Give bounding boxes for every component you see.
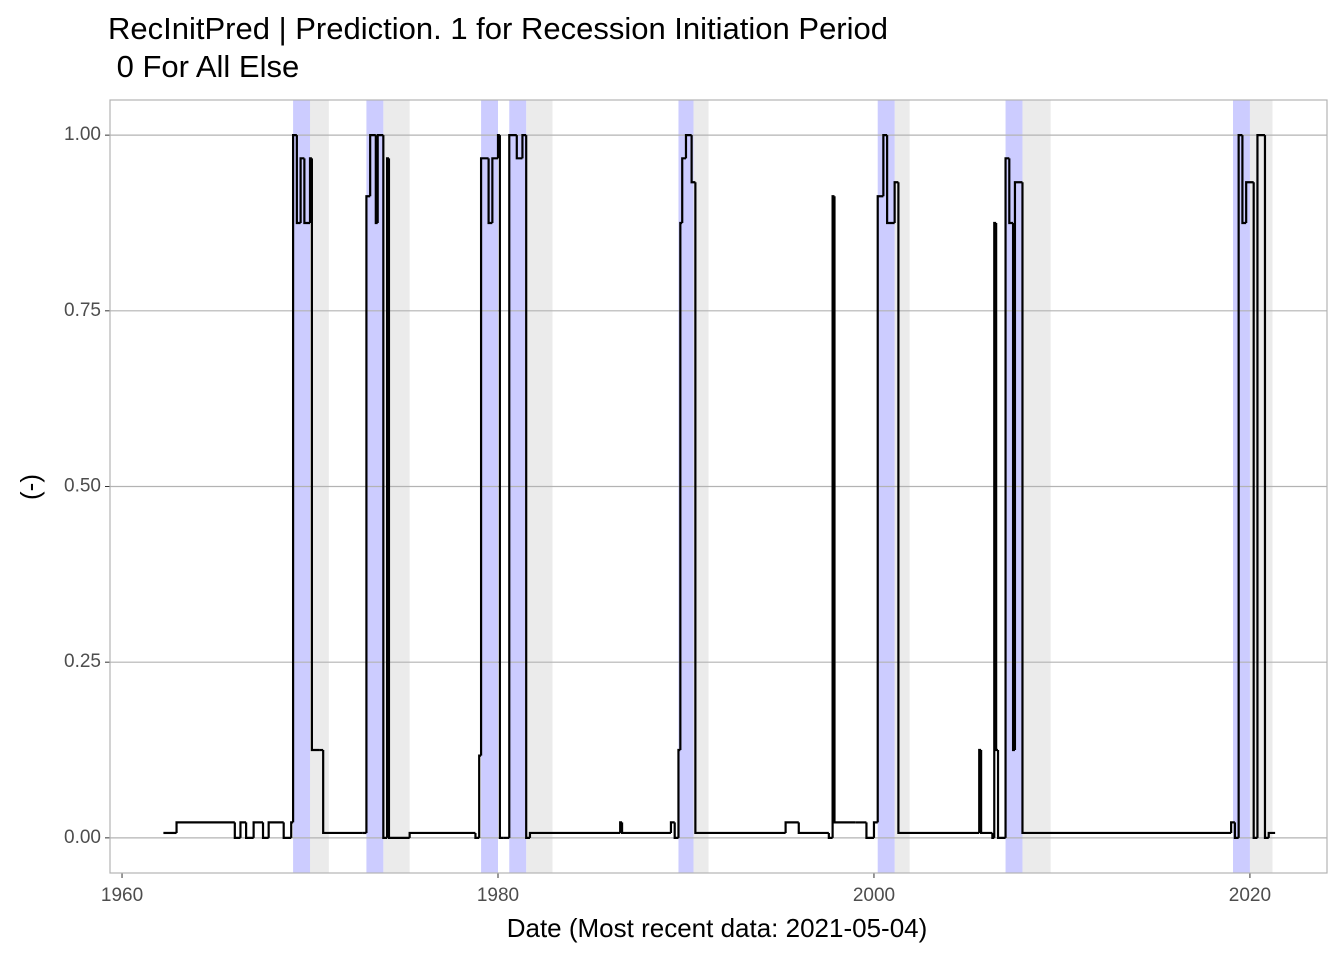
y-axis-label: (-) (15, 474, 45, 500)
line-step (376, 134, 384, 223)
y-tick-label: 0.75 (64, 300, 101, 321)
line-step (1252, 182, 1258, 839)
x-axis-label: Date (Most recent data: 2021-05-04) (507, 913, 928, 943)
line-step (833, 196, 856, 824)
line-step (993, 221, 997, 838)
line-step (385, 157, 389, 838)
y-tick-label: 0.25 (64, 651, 101, 672)
line-step (382, 135, 388, 839)
line-step (1241, 135, 1247, 225)
line-step (690, 135, 696, 184)
line-step (369, 134, 376, 197)
line-step (1021, 182, 1232, 835)
line-step (1008, 158, 1014, 225)
line-step (239, 821, 247, 838)
plot-border (109, 99, 1328, 874)
line-step (620, 822, 671, 835)
line-step (1256, 134, 1265, 838)
line-step (310, 158, 320, 752)
line-step (521, 134, 527, 159)
line-step (291, 134, 297, 823)
line-step (498, 135, 504, 839)
line-step (322, 750, 363, 835)
line-step (872, 821, 878, 838)
line-step (525, 135, 530, 839)
line-step (876, 195, 884, 823)
line-step (233, 822, 241, 839)
line-step (487, 158, 493, 225)
line-step (1011, 222, 1015, 752)
line-step (1004, 157, 1010, 838)
line-step (1233, 822, 1239, 839)
line-step (980, 750, 993, 835)
line-step (694, 182, 786, 835)
line-step (252, 821, 264, 838)
line-step (387, 158, 410, 839)
line-step (684, 134, 692, 159)
line-step (681, 157, 686, 223)
line-step (893, 181, 899, 223)
line-step (673, 822, 679, 839)
line-step (1267, 831, 1276, 838)
line-step (474, 832, 480, 839)
line-step (261, 822, 269, 839)
line-step (303, 158, 311, 225)
line-step (882, 134, 888, 197)
line-step (244, 822, 254, 839)
line-step (784, 821, 799, 833)
line-step (491, 157, 498, 223)
x-tick-label: 1960 (101, 885, 143, 906)
line-step (365, 195, 371, 833)
line-step (1245, 181, 1254, 223)
x-tick-label: 2000 (853, 885, 895, 906)
line-step (865, 822, 874, 839)
line-step (528, 831, 621, 838)
line-step (508, 134, 517, 838)
line-step (496, 134, 500, 159)
line-step (1263, 135, 1269, 839)
y-tick-label: 0.50 (64, 476, 101, 497)
line-step (290, 821, 294, 838)
y-tick-label: 1.00 (64, 124, 101, 145)
line-step (267, 821, 284, 838)
y-tick-label: 0.00 (64, 827, 101, 848)
line-step (515, 135, 523, 160)
line-step (1230, 821, 1235, 833)
line-step (295, 135, 301, 225)
x-tick-label: 2020 (1229, 885, 1271, 906)
line-step (897, 182, 980, 835)
line-step (827, 832, 833, 839)
x-tick-label: 1980 (477, 885, 519, 906)
line-step (886, 135, 895, 225)
line-step (1013, 181, 1023, 751)
line-step (282, 822, 292, 839)
line-step (797, 822, 829, 835)
line-step (677, 748, 681, 838)
line-step (1237, 134, 1243, 838)
line-step (308, 157, 312, 223)
line-step (408, 831, 476, 838)
line-step (175, 821, 235, 833)
chart-title: RecInitPred | Prediction. 1 for Recessio… (108, 11, 888, 84)
line-step (478, 754, 482, 838)
line-step (299, 157, 305, 223)
line-step (991, 832, 995, 839)
line-step (479, 157, 489, 756)
line-step (669, 821, 675, 833)
line-step (996, 750, 1006, 839)
